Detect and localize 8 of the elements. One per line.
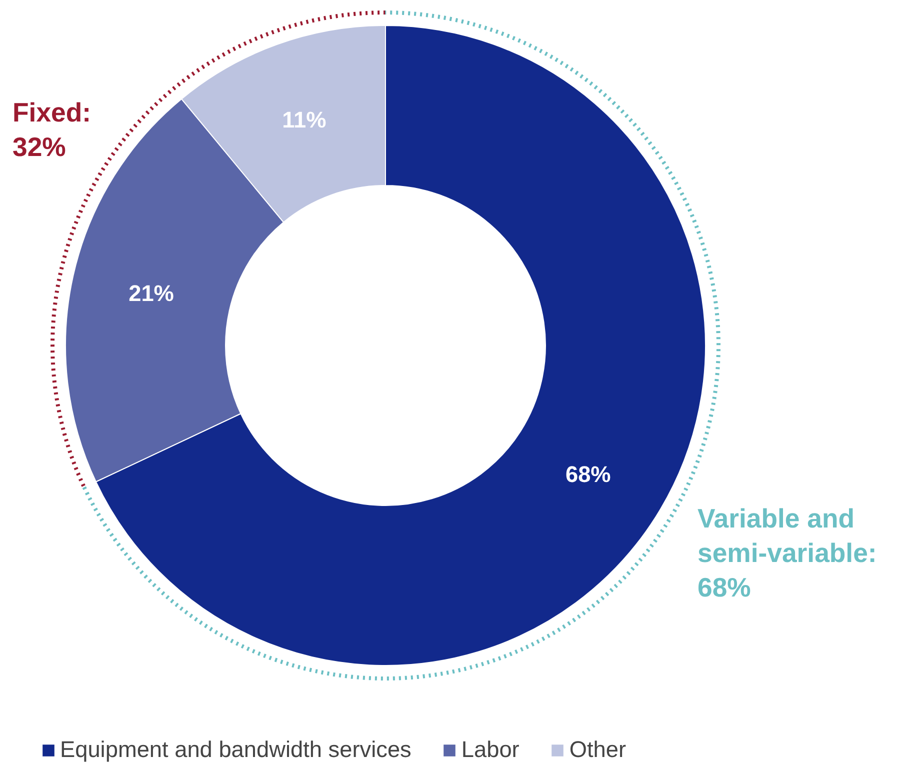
text: Fixed: 32%: [12, 98, 91, 162]
text: Variable and semi-variable: 68%: [698, 504, 877, 602]
data-label: 21%: [128, 280, 174, 306]
legend-label: Equipment and bandwidth services: [60, 736, 412, 763]
data-label: 11%: [282, 106, 326, 133]
legend-label: Labor: [461, 736, 520, 763]
data-label: 68%: [565, 461, 611, 488]
legend-label: Other: [569, 736, 626, 763]
